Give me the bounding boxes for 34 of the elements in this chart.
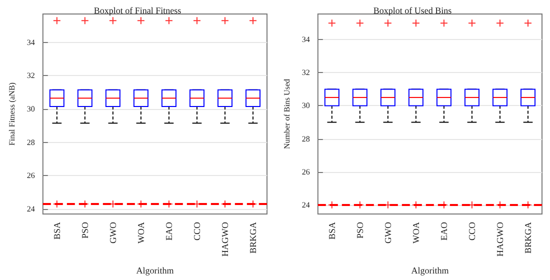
y-tick-label: 26: [302, 167, 310, 176]
y-tick-label: 32: [26, 71, 35, 80]
x-tick-label: WOA: [410, 222, 421, 244]
y-tick-label: 24: [26, 204, 35, 214]
x-tick-label: BRKGA: [248, 222, 258, 254]
x-tick-label: GWO: [108, 222, 118, 244]
y-axis-title: Number of Bins Used: [282, 79, 292, 149]
y-tick-label: 24: [302, 200, 310, 210]
y-tick-label: 26: [26, 171, 35, 180]
y-tick-label: 30: [302, 101, 310, 110]
x-tick-label: PSO: [354, 222, 365, 239]
x-tick-label: GWO: [382, 222, 393, 244]
y-tick-label: 28: [26, 138, 35, 147]
y-tick-label: 28: [302, 134, 310, 144]
chart-title: Boxplot of Used Bins: [373, 6, 452, 16]
y-tick-label: 32: [302, 68, 310, 78]
y-tick-label: 30: [26, 104, 35, 114]
x-tick-label: BRKGA: [522, 222, 533, 254]
x-axis-title: Algorithm: [136, 266, 174, 276]
x-tick-label: HAGWO: [494, 222, 505, 256]
x-axis-title: Algorithm: [411, 266, 449, 276]
x-tick-label: HAGWO: [220, 222, 230, 256]
x-tick-label: CCO: [466, 222, 477, 241]
x-tick-label: CCO: [192, 222, 202, 241]
x-tick-label: EAO: [438, 222, 449, 240]
x-tick-label: WOA: [136, 222, 146, 244]
x-tick-label: BSA: [326, 222, 337, 240]
y-axis-title: Final Fitness (aNB): [8, 82, 16, 146]
chart-title: Boxplot of Final Fitness: [94, 6, 182, 16]
y-tick-label: 34: [302, 35, 310, 44]
y-tick-label: 34: [26, 38, 35, 47]
x-tick-label: PSO: [80, 222, 90, 239]
x-tick-label: EAO: [164, 222, 174, 240]
x-tick-label: BSA: [52, 222, 62, 240]
